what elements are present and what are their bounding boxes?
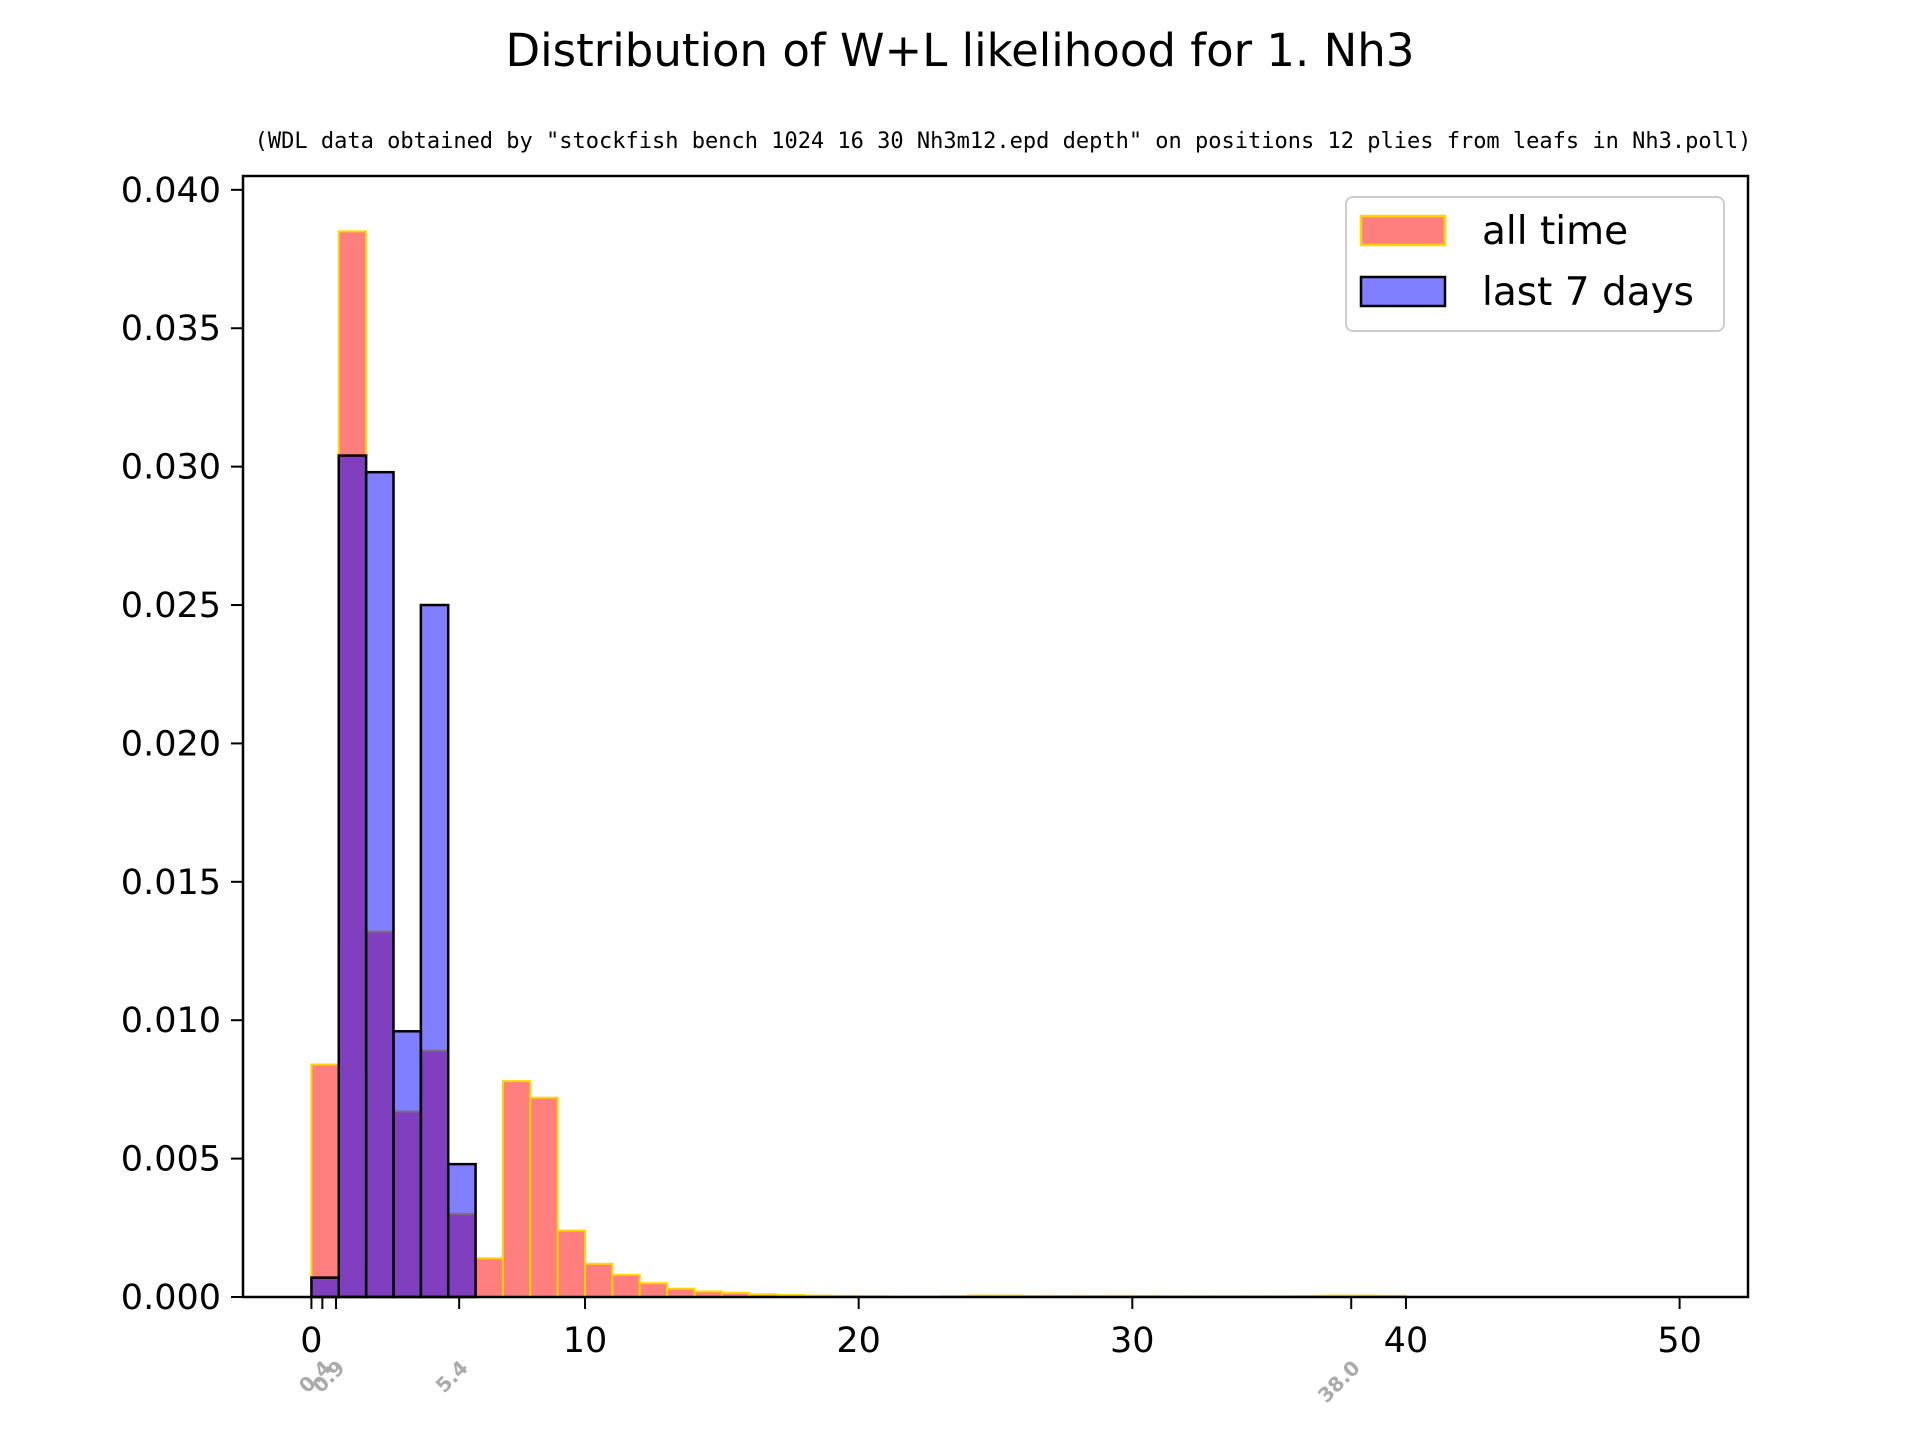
y-tick-label: 0.010 — [121, 1001, 221, 1041]
bar — [638, 1282, 669, 1299]
x-axis: 0 10 20 30 40 50 — [300, 1297, 1702, 1361]
bar — [584, 1262, 614, 1299]
annotation-tick-label: 5.4 — [431, 1356, 473, 1398]
legend-swatch-all-time — [1359, 214, 1447, 247]
bars-layer — [310, 230, 1407, 1299]
bar — [474, 1257, 504, 1298]
bar — [501, 1080, 532, 1298]
x-tick-label: 0 — [300, 1321, 322, 1361]
legend-label-all-time: all time — [1482, 209, 1628, 254]
x-tick-label: 50 — [1657, 1321, 1702, 1361]
bar — [310, 1063, 340, 1298]
x-tick-label: 10 — [563, 1321, 608, 1361]
series-0 — [310, 230, 1407, 1299]
bar — [419, 603, 450, 1299]
annotation-ticks: 0.40.9 5.4 38.0 — [294, 1297, 1365, 1407]
bar — [556, 1229, 587, 1298]
y-tick-label: 0.015 — [121, 863, 221, 903]
y-tick-label: 0.020 — [121, 724, 221, 764]
y-tick-label: 0.025 — [121, 586, 221, 626]
bar — [364, 470, 395, 1299]
y-axis: 0.000 0.005 0.010 0.015 0.020 0.025 0.030 0.035… — [121, 171, 243, 1318]
y-tick-label: 0.035 — [121, 309, 221, 349]
y-tick-label: 0.040 — [121, 171, 221, 211]
x-tick-label: 40 — [1384, 1321, 1429, 1361]
bar — [611, 1273, 641, 1298]
bar — [446, 1162, 477, 1299]
x-tick-label: 30 — [1110, 1321, 1155, 1361]
y-tick-label: 0.005 — [121, 1140, 221, 1180]
legend: all time last 7 days — [1345, 196, 1725, 332]
series-1 — [310, 454, 477, 1299]
legend-label-last-7-days: last 7 days — [1482, 270, 1694, 315]
legend-swatch-last-7-days — [1359, 275, 1447, 308]
chart-title: Distribution of W+L likelihood for 1. Nh… — [506, 24, 1415, 77]
y-tick-label: 0.000 — [121, 1278, 221, 1318]
bar — [310, 1276, 341, 1299]
bar — [337, 454, 368, 1299]
x-tick-label: 20 — [836, 1321, 881, 1361]
y-tick-label: 0.030 — [121, 448, 221, 488]
bar — [529, 1096, 559, 1298]
bar — [392, 1030, 423, 1299]
chart-subtitle: (WDL data obtained by "stockfish bench 1… — [255, 129, 1752, 154]
annotation-tick-label: 38.0 — [1313, 1356, 1365, 1408]
plot-frame — [241, 174, 1750, 1299]
